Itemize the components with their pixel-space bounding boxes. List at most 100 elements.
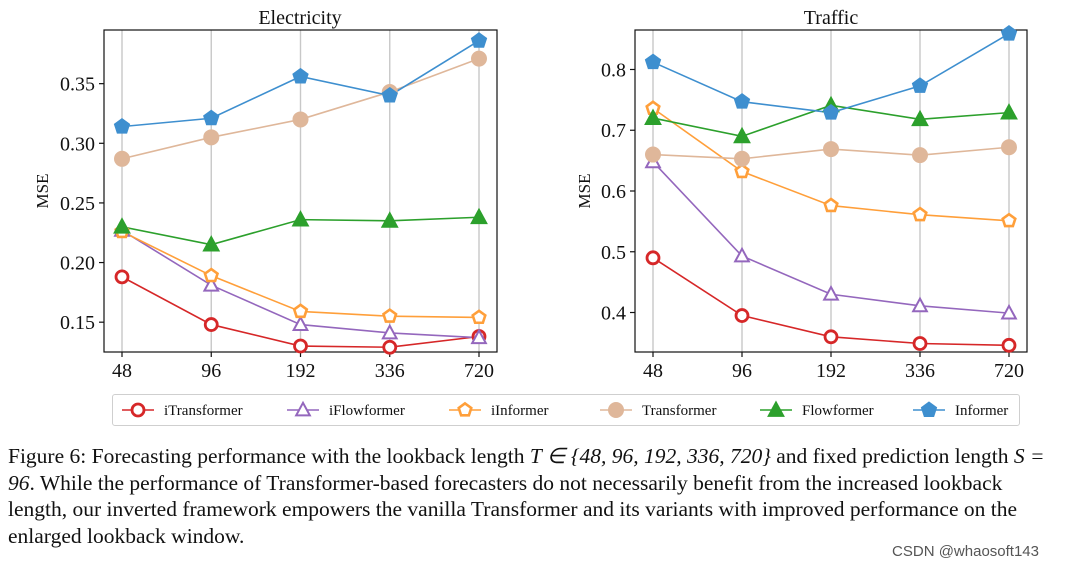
figure-caption: Figure 6: Forecasting performance with t…	[8, 443, 1060, 549]
point-flowformer	[470, 207, 488, 225]
point-iinformer	[292, 303, 309, 319]
point-itransformer	[645, 250, 661, 266]
point-iinformer	[471, 309, 487, 325]
point-itransformer	[293, 338, 308, 354]
caption-text-3: . While the performance of Transformer-b…	[8, 470, 1018, 548]
point-flowformer	[911, 109, 929, 127]
point-itransformer	[823, 329, 839, 345]
point-itransformer	[203, 317, 219, 332]
y-tick-label: 0.6	[601, 181, 626, 203]
x-tick-label: 48	[643, 360, 663, 382]
legend-marker-informer	[920, 401, 938, 417]
point-iflowformer	[470, 328, 488, 345]
y-tick-label: 0.20	[60, 253, 95, 275]
legend-marker-flowformer	[767, 400, 785, 417]
x-tick-label: 96	[732, 360, 752, 382]
point-itransformer	[1001, 337, 1017, 353]
legend-label-flowformer: Flowformer	[802, 403, 874, 419]
point-transformer	[734, 150, 750, 167]
legend-marker-transformer	[608, 402, 624, 418]
point-iinformer	[823, 197, 839, 213]
legend-frame	[112, 394, 1020, 426]
legend-label-informer: Informer	[955, 403, 1008, 419]
point-iflowformer	[381, 323, 399, 340]
legend-label-iflowformer: iFlowformer	[329, 403, 405, 419]
y-tick-label: 0.5	[601, 242, 626, 264]
point-transformer	[114, 150, 130, 167]
point-informer	[644, 53, 662, 70]
point-iinformer	[734, 163, 750, 179]
point-flowformer	[1000, 103, 1018, 120]
caption-text-1: Forecasting performance with the lookbac…	[91, 444, 525, 468]
point-flowformer	[380, 211, 399, 228]
caption-math-1: T ∈ {48, 96, 192, 336, 720}	[529, 444, 771, 468]
point-informer	[1000, 25, 1018, 41]
point-transformer	[912, 147, 928, 164]
traffic-chart: 48 96 192 336 720 0.4 0.5 0.6 0.7 0.8 Traffic MSE	[575, 7, 1028, 382]
legend-marker-itransformer	[130, 402, 146, 418]
legend: iTransformer iFlowformer iInformer Transfor…	[122, 400, 1008, 419]
point-informer	[292, 67, 309, 84]
x-tick-label: 720	[464, 360, 494, 382]
point-flowformer	[733, 126, 751, 144]
point-informer	[470, 32, 488, 48]
legend-label-transformer: Transformer	[642, 403, 716, 419]
y-axis-label: MSE	[33, 174, 52, 209]
point-itransformer	[382, 339, 398, 355]
legend-label-iinformer: iInformer	[491, 403, 548, 419]
y-tick-label: 0.30	[60, 133, 95, 155]
point-informer	[911, 77, 929, 93]
legend-marker-iflowformer	[294, 400, 312, 417]
point-iflowformer	[911, 296, 929, 313]
x-tick-label: 336	[905, 360, 935, 382]
point-iflowformer	[1000, 303, 1018, 320]
electricity-chart: 48 96 192 336 720 0.15 0.20 0.25 0.30 0.35 Electri…	[33, 7, 498, 382]
caption-text-2: and fixed prediction length	[776, 444, 1009, 468]
legend-label-itransformer: iTransformer	[164, 403, 243, 419]
point-informer	[381, 86, 398, 103]
x-tick-label: 192	[286, 360, 316, 382]
point-transformer	[1001, 139, 1017, 156]
point-flowformer	[291, 210, 310, 227]
charts-canvas: 48 96 192 336 720 0.15 0.20 0.25 0.30 0.35 Electri…	[33, 7, 1028, 419]
point-iinformer	[203, 267, 220, 283]
point-transformer	[203, 129, 220, 146]
y-tick-label: 0.15	[60, 312, 95, 334]
point-informer	[113, 117, 131, 134]
point-itransformer	[114, 269, 130, 285]
chart-title: Traffic	[804, 7, 859, 29]
x-tick-label: 336	[375, 360, 405, 382]
x-tick-label: 720	[994, 360, 1024, 382]
point-iflowformer	[822, 284, 840, 301]
point-flowformer	[202, 235, 221, 252]
point-flowformer	[113, 217, 131, 234]
x-tick-label: 192	[816, 360, 846, 382]
legend-marker-iinformer	[457, 401, 473, 417]
point-iinformer	[912, 206, 928, 222]
point-iflowformer	[733, 246, 751, 263]
x-tick-label: 96	[201, 360, 221, 382]
point-iflowformer	[202, 275, 220, 292]
point-transformer	[823, 141, 839, 158]
x-tick-label: 48	[112, 360, 132, 382]
y-tick-label: 0.35	[60, 74, 95, 96]
caption-label: Figure 6:	[8, 444, 87, 468]
point-flowformer	[644, 108, 662, 125]
point-iinformer	[381, 308, 398, 323]
point-itransformer	[734, 308, 750, 323]
y-tick-label: 0.25	[60, 193, 95, 215]
point-iflowformer	[291, 315, 310, 331]
point-transformer	[471, 50, 487, 67]
point-informer	[822, 104, 840, 120]
y-axis-label: MSE	[575, 174, 594, 209]
y-tick-label: 0.7	[601, 120, 626, 142]
point-informer	[203, 109, 220, 126]
point-itransformer	[912, 336, 928, 351]
point-iinformer	[1001, 212, 1017, 228]
y-tick-label: 0.4	[601, 303, 626, 325]
chart-title: Electricity	[258, 7, 341, 29]
point-transformer	[645, 146, 661, 163]
caption-math-2: S = 96	[8, 444, 1045, 495]
point-informer	[733, 93, 751, 109]
point-transformer	[292, 111, 309, 128]
